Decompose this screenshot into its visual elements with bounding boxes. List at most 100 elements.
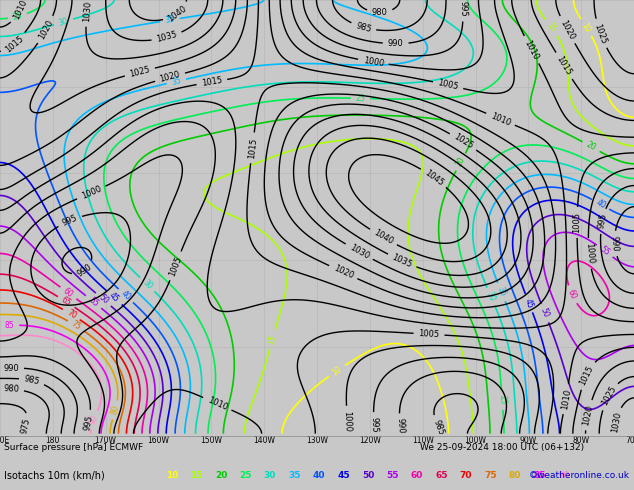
- Text: 170E: 170E: [0, 436, 10, 445]
- Text: Surface pressure [hPa] ECMWF: Surface pressure [hPa] ECMWF: [4, 443, 143, 452]
- Text: 35: 35: [171, 76, 182, 87]
- Text: 1015: 1015: [578, 364, 595, 387]
- Text: 1015: 1015: [555, 54, 573, 77]
- Text: 1025: 1025: [452, 132, 474, 151]
- Text: 1030: 1030: [82, 0, 93, 22]
- Text: 985: 985: [354, 21, 372, 34]
- Text: 990: 990: [395, 418, 405, 434]
- Text: 50: 50: [539, 307, 551, 319]
- Text: 85: 85: [4, 320, 15, 330]
- Text: 50: 50: [362, 471, 374, 480]
- Text: 1005: 1005: [167, 254, 183, 277]
- Text: 1005: 1005: [437, 78, 459, 92]
- Text: 35: 35: [164, 15, 176, 25]
- Text: 1035: 1035: [155, 30, 178, 45]
- Text: 995: 995: [61, 214, 79, 228]
- Text: 80: 80: [110, 404, 121, 416]
- Text: 120W: 120W: [359, 436, 381, 445]
- Text: 990: 990: [610, 235, 619, 252]
- Text: 985: 985: [432, 418, 446, 436]
- Text: 40: 40: [594, 198, 607, 211]
- Text: 30: 30: [485, 291, 497, 303]
- Text: 45: 45: [337, 471, 350, 480]
- Text: 60: 60: [566, 288, 578, 301]
- Text: 35: 35: [495, 286, 507, 298]
- Text: 80: 80: [509, 471, 521, 480]
- Text: 10: 10: [330, 365, 344, 377]
- Text: 1015: 1015: [3, 34, 25, 54]
- Text: 1035: 1035: [391, 252, 413, 270]
- Text: 990: 990: [3, 364, 19, 372]
- Text: 55: 55: [386, 471, 399, 480]
- Text: 10: 10: [166, 471, 178, 480]
- Text: Isotachs 10m (km/h): Isotachs 10m (km/h): [4, 471, 105, 481]
- Text: 15: 15: [267, 333, 278, 345]
- Text: 30: 30: [58, 16, 70, 27]
- Text: 1010: 1010: [489, 111, 512, 127]
- Text: 90: 90: [558, 471, 570, 480]
- Text: 1020: 1020: [37, 19, 55, 41]
- Text: 20: 20: [585, 140, 597, 153]
- Text: ©weatheronline.co.uk: ©weatheronline.co.uk: [529, 471, 630, 480]
- Text: 60: 60: [61, 287, 75, 299]
- Text: 70W: 70W: [625, 436, 634, 445]
- Text: 100W: 100W: [465, 436, 486, 445]
- Text: 150W: 150W: [200, 436, 223, 445]
- Text: 995: 995: [597, 213, 608, 230]
- Text: 45: 45: [108, 291, 121, 304]
- Text: 45: 45: [523, 297, 535, 309]
- Text: 25: 25: [356, 94, 366, 103]
- Text: 40: 40: [313, 471, 325, 480]
- Text: 170W: 170W: [94, 436, 117, 445]
- Text: 1020: 1020: [332, 264, 354, 281]
- Text: 1010: 1010: [11, 0, 29, 22]
- Text: 65: 65: [436, 471, 448, 480]
- Text: 90: 90: [88, 414, 100, 426]
- Text: 1025: 1025: [593, 22, 609, 45]
- Text: 30: 30: [264, 471, 276, 480]
- Text: 80W: 80W: [573, 436, 590, 445]
- Text: 55: 55: [87, 295, 100, 309]
- Text: 1010: 1010: [206, 395, 229, 412]
- Text: 1020: 1020: [158, 70, 181, 84]
- Text: 1000: 1000: [584, 243, 595, 264]
- Text: 990: 990: [75, 262, 93, 278]
- Text: 1025: 1025: [600, 385, 618, 407]
- Text: 30: 30: [141, 278, 154, 291]
- Text: 20: 20: [455, 156, 467, 169]
- Text: 1000: 1000: [342, 411, 352, 432]
- Text: 1010: 1010: [522, 38, 540, 61]
- Text: 995: 995: [82, 414, 94, 431]
- Text: 15: 15: [545, 21, 558, 34]
- Text: 1000: 1000: [80, 184, 103, 201]
- Text: 995: 995: [458, 1, 467, 17]
- Text: 1040: 1040: [372, 228, 394, 246]
- Text: 20: 20: [215, 471, 227, 480]
- Text: 25: 25: [239, 471, 252, 480]
- Text: 85: 85: [533, 471, 546, 480]
- Text: 90W: 90W: [520, 436, 537, 445]
- Text: 130W: 130W: [306, 436, 328, 445]
- Text: 15: 15: [190, 471, 203, 480]
- Text: 25: 25: [11, 11, 23, 22]
- Text: 60: 60: [411, 471, 423, 480]
- Text: 75: 75: [484, 471, 497, 480]
- Text: 1020: 1020: [559, 19, 576, 41]
- Text: 1000: 1000: [362, 56, 384, 68]
- Text: 980: 980: [372, 8, 388, 17]
- Text: 1015: 1015: [201, 76, 223, 88]
- Text: 55: 55: [598, 245, 611, 258]
- Text: 975: 975: [20, 417, 32, 434]
- Text: 1045: 1045: [423, 168, 445, 188]
- Text: 70: 70: [65, 308, 78, 321]
- Text: 50: 50: [96, 293, 110, 306]
- Text: 1030: 1030: [610, 411, 623, 434]
- Text: 110W: 110W: [411, 436, 434, 445]
- Text: 65: 65: [60, 295, 73, 308]
- Text: 1040: 1040: [166, 4, 188, 24]
- Text: 35: 35: [288, 471, 301, 480]
- Text: 70: 70: [460, 471, 472, 480]
- Text: 1015: 1015: [247, 137, 258, 159]
- Text: 980: 980: [3, 385, 19, 394]
- Text: 990: 990: [388, 39, 404, 48]
